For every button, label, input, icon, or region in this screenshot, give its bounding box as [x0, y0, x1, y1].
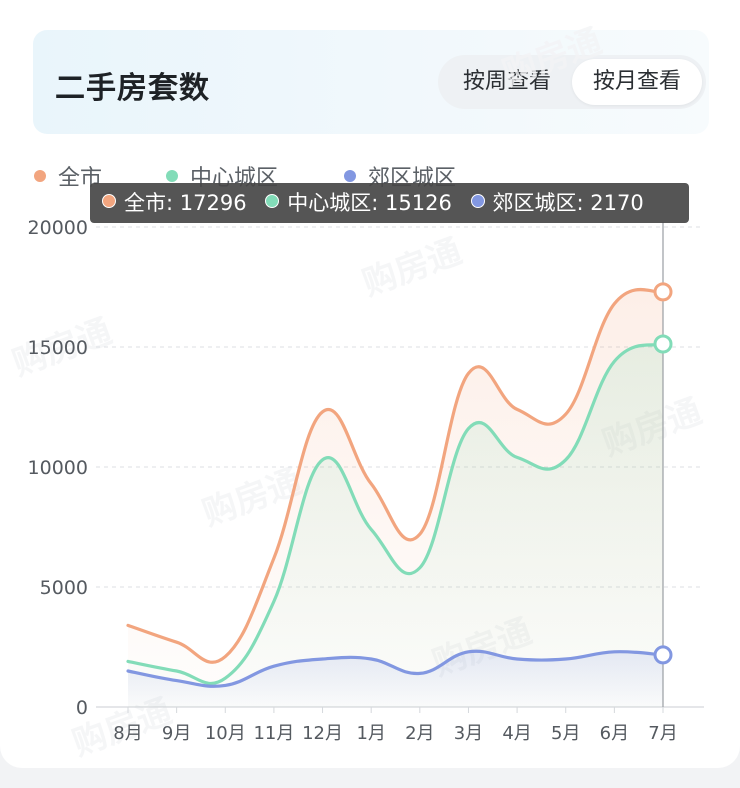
y-tick-label: 5000	[40, 577, 88, 599]
toggle-week-button[interactable]: 按周查看	[462, 69, 551, 94]
series-line-central	[126, 342, 665, 686]
tooltip-value-central: 15126	[385, 191, 452, 215]
page-title: 二手房套数	[55, 71, 210, 106]
tooltip-value-suburb: 2170	[590, 191, 644, 215]
x-tick-label: 2月	[405, 723, 434, 744]
tooltip-dot-all	[102, 194, 116, 208]
tooltip-value-all: 17296	[179, 191, 247, 215]
x-tick-label: 12月	[302, 723, 343, 744]
x-tick-label: 1月	[356, 723, 385, 744]
data-point-central	[653, 334, 673, 354]
y-tick-label: 0	[76, 697, 88, 719]
y-tick-label: 15000	[28, 337, 88, 359]
series-line-all	[126, 287, 665, 664]
y-tick-label: 10000	[28, 457, 88, 479]
x-tick-label: 6月	[600, 723, 629, 744]
x-tick-label: 9月	[162, 723, 191, 744]
tooltip-item-central: 中心城区: 15126	[265, 183, 452, 223]
x-tick-label: 5月	[551, 723, 580, 744]
chart-card: 二手房套数 按周查看 按月查看 购房通 购房通 购房通 购房通 购房通 购房通 …	[0, 0, 740, 768]
tooltip-label-central: 中心城区	[287, 191, 372, 215]
chart-tooltip: 全市: 17296 中心城区: 15126 郊区城区: 2170	[90, 183, 689, 223]
legend-dot-central	[166, 170, 178, 182]
toggle-month-button[interactable]: 按月查看	[572, 59, 702, 105]
x-tick-label: 7月	[648, 723, 677, 744]
x-tick-label: 8月	[113, 723, 142, 744]
x-tick-label: 10月	[205, 723, 246, 744]
tooltip-item-all: 全市: 17296	[102, 183, 247, 223]
legend-dot-all	[34, 170, 46, 182]
x-tick-label: 11月	[253, 723, 294, 744]
tooltip-label-all: 全市	[124, 191, 166, 215]
period-toggle: 按周查看 按月查看	[438, 55, 706, 109]
tooltip-dot-central	[265, 194, 280, 208]
card-header: 二手房套数 按周查看 按月查看	[33, 30, 709, 134]
legend-dot-suburb	[344, 170, 356, 182]
series-area-suburb	[128, 651, 663, 707]
tooltip-item-suburb: 郊区城区: 2170	[470, 183, 644, 223]
x-tick-label: 3月	[454, 723, 483, 744]
y-tick-label: 20000	[28, 217, 88, 239]
series-area-central	[128, 343, 663, 707]
data-point-all	[653, 282, 673, 302]
series-line-suburb	[126, 649, 665, 688]
tooltip-dot-suburb	[470, 194, 485, 208]
tooltip-label-suburb: 郊区城区	[492, 191, 577, 215]
data-point-suburb	[653, 645, 673, 665]
x-tick-label: 4月	[502, 723, 531, 744]
